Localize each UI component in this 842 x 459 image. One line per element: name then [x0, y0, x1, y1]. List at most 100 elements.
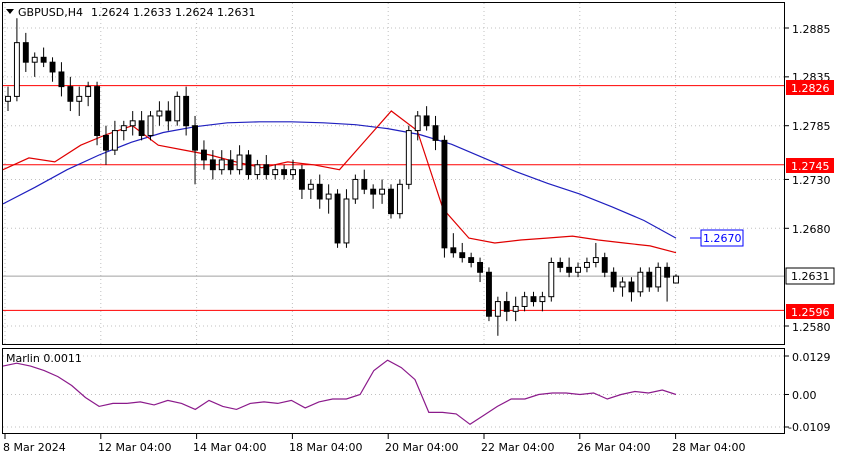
candle-body [165, 110, 172, 122]
price-tick-label: 1.2785 [792, 120, 831, 133]
candle [290, 159, 296, 180]
candle [530, 291, 537, 307]
ma-label-box [700, 229, 744, 247]
candle-body [352, 178, 359, 200]
candle [450, 233, 457, 258]
candle [637, 267, 644, 297]
candle [557, 257, 564, 273]
candle [85, 81, 92, 107]
candle-body [494, 301, 501, 317]
candle-body [298, 169, 305, 190]
candle-body [85, 86, 92, 97]
candle-body [370, 188, 377, 195]
candle [343, 189, 350, 248]
candle [13, 18, 20, 102]
candle-body [361, 178, 368, 190]
candle [601, 252, 608, 278]
price-axis: 1.2885 1.2835 1.2785 1.2730 1.2680 1.258… [792, 23, 831, 334]
candle-body [183, 95, 190, 127]
candle [120, 120, 127, 141]
candle [477, 257, 484, 283]
candle [218, 150, 225, 175]
candle [566, 257, 573, 278]
candle-body [477, 261, 484, 273]
oscillator-polyline [2, 359, 677, 426]
level-tag-2-bg [786, 158, 834, 173]
candle [103, 125, 109, 165]
candle [272, 164, 279, 180]
candle-body [40, 56, 47, 63]
level-tag-1: 1.2826 [791, 82, 830, 95]
candle [583, 257, 590, 273]
candle-body [316, 183, 323, 200]
candle-body [218, 159, 225, 171]
symbol-timeframe: GBPUSD,H4 [18, 6, 83, 19]
level-tag-1-bg [786, 80, 834, 95]
candle [22, 32, 29, 72]
symbol-menu-triangle-icon[interactable] [6, 9, 14, 14]
indicator-tick-label: 0.0129 [792, 351, 831, 364]
candle-body [156, 110, 163, 117]
candle-body [610, 271, 617, 288]
candle [405, 125, 412, 190]
candle [165, 101, 172, 131]
candle [503, 291, 510, 322]
candle [111, 120, 118, 156]
candle [655, 262, 662, 292]
candle-body [396, 183, 403, 215]
candle-body [619, 281, 626, 288]
candle-body [111, 130, 118, 151]
candle-body [13, 42, 20, 97]
candle-body [592, 257, 599, 263]
current-price-tag: 1.2631 [791, 270, 830, 283]
candle-body [468, 257, 475, 263]
candle [512, 296, 519, 322]
indicator-panel[interactable] [2, 348, 785, 434]
candle [325, 184, 332, 214]
candle-body [379, 188, 386, 195]
ma-label: 1.2670 [703, 232, 742, 245]
candle-body [503, 301, 510, 312]
horizontal-levels [3, 85, 784, 311]
candle [174, 91, 181, 126]
candle-body [512, 305, 519, 312]
candle-body [459, 252, 466, 259]
candle [592, 242, 599, 268]
candle-body [646, 271, 653, 288]
candle-body [548, 261, 555, 298]
candle [263, 155, 270, 180]
candle-body [76, 95, 83, 102]
candle [521, 291, 528, 312]
candlesticks [5, 18, 679, 336]
candle [432, 115, 439, 151]
candle [361, 169, 368, 195]
candle [459, 242, 466, 263]
main-price-panel[interactable] [2, 2, 785, 345]
candle-body [290, 169, 296, 176]
candle [628, 277, 635, 302]
candle [316, 174, 323, 209]
candle [183, 86, 190, 136]
candle-body [530, 296, 537, 303]
candle-body [22, 42, 29, 63]
level-tag-2: 1.2745 [791, 160, 830, 173]
price-tick-label: 1.2580 [792, 321, 831, 334]
level-tag-3: 1.2596 [791, 306, 830, 319]
candle [334, 189, 341, 248]
candle [441, 135, 448, 258]
candle-body [539, 296, 546, 303]
price-tick-label: 1.2730 [792, 174, 831, 187]
candle [5, 86, 11, 112]
candle-body [521, 296, 528, 307]
candle-body [628, 281, 635, 293]
candle-body [49, 61, 56, 73]
candle-body [272, 169, 279, 176]
candle-body [103, 134, 109, 151]
time-label: 12 Mar 04:00 [98, 441, 171, 454]
price-grid [3, 3, 789, 439]
candle-body [31, 56, 38, 63]
candle-body [405, 130, 412, 185]
candle-body [664, 266, 671, 278]
candle-body [673, 275, 679, 284]
